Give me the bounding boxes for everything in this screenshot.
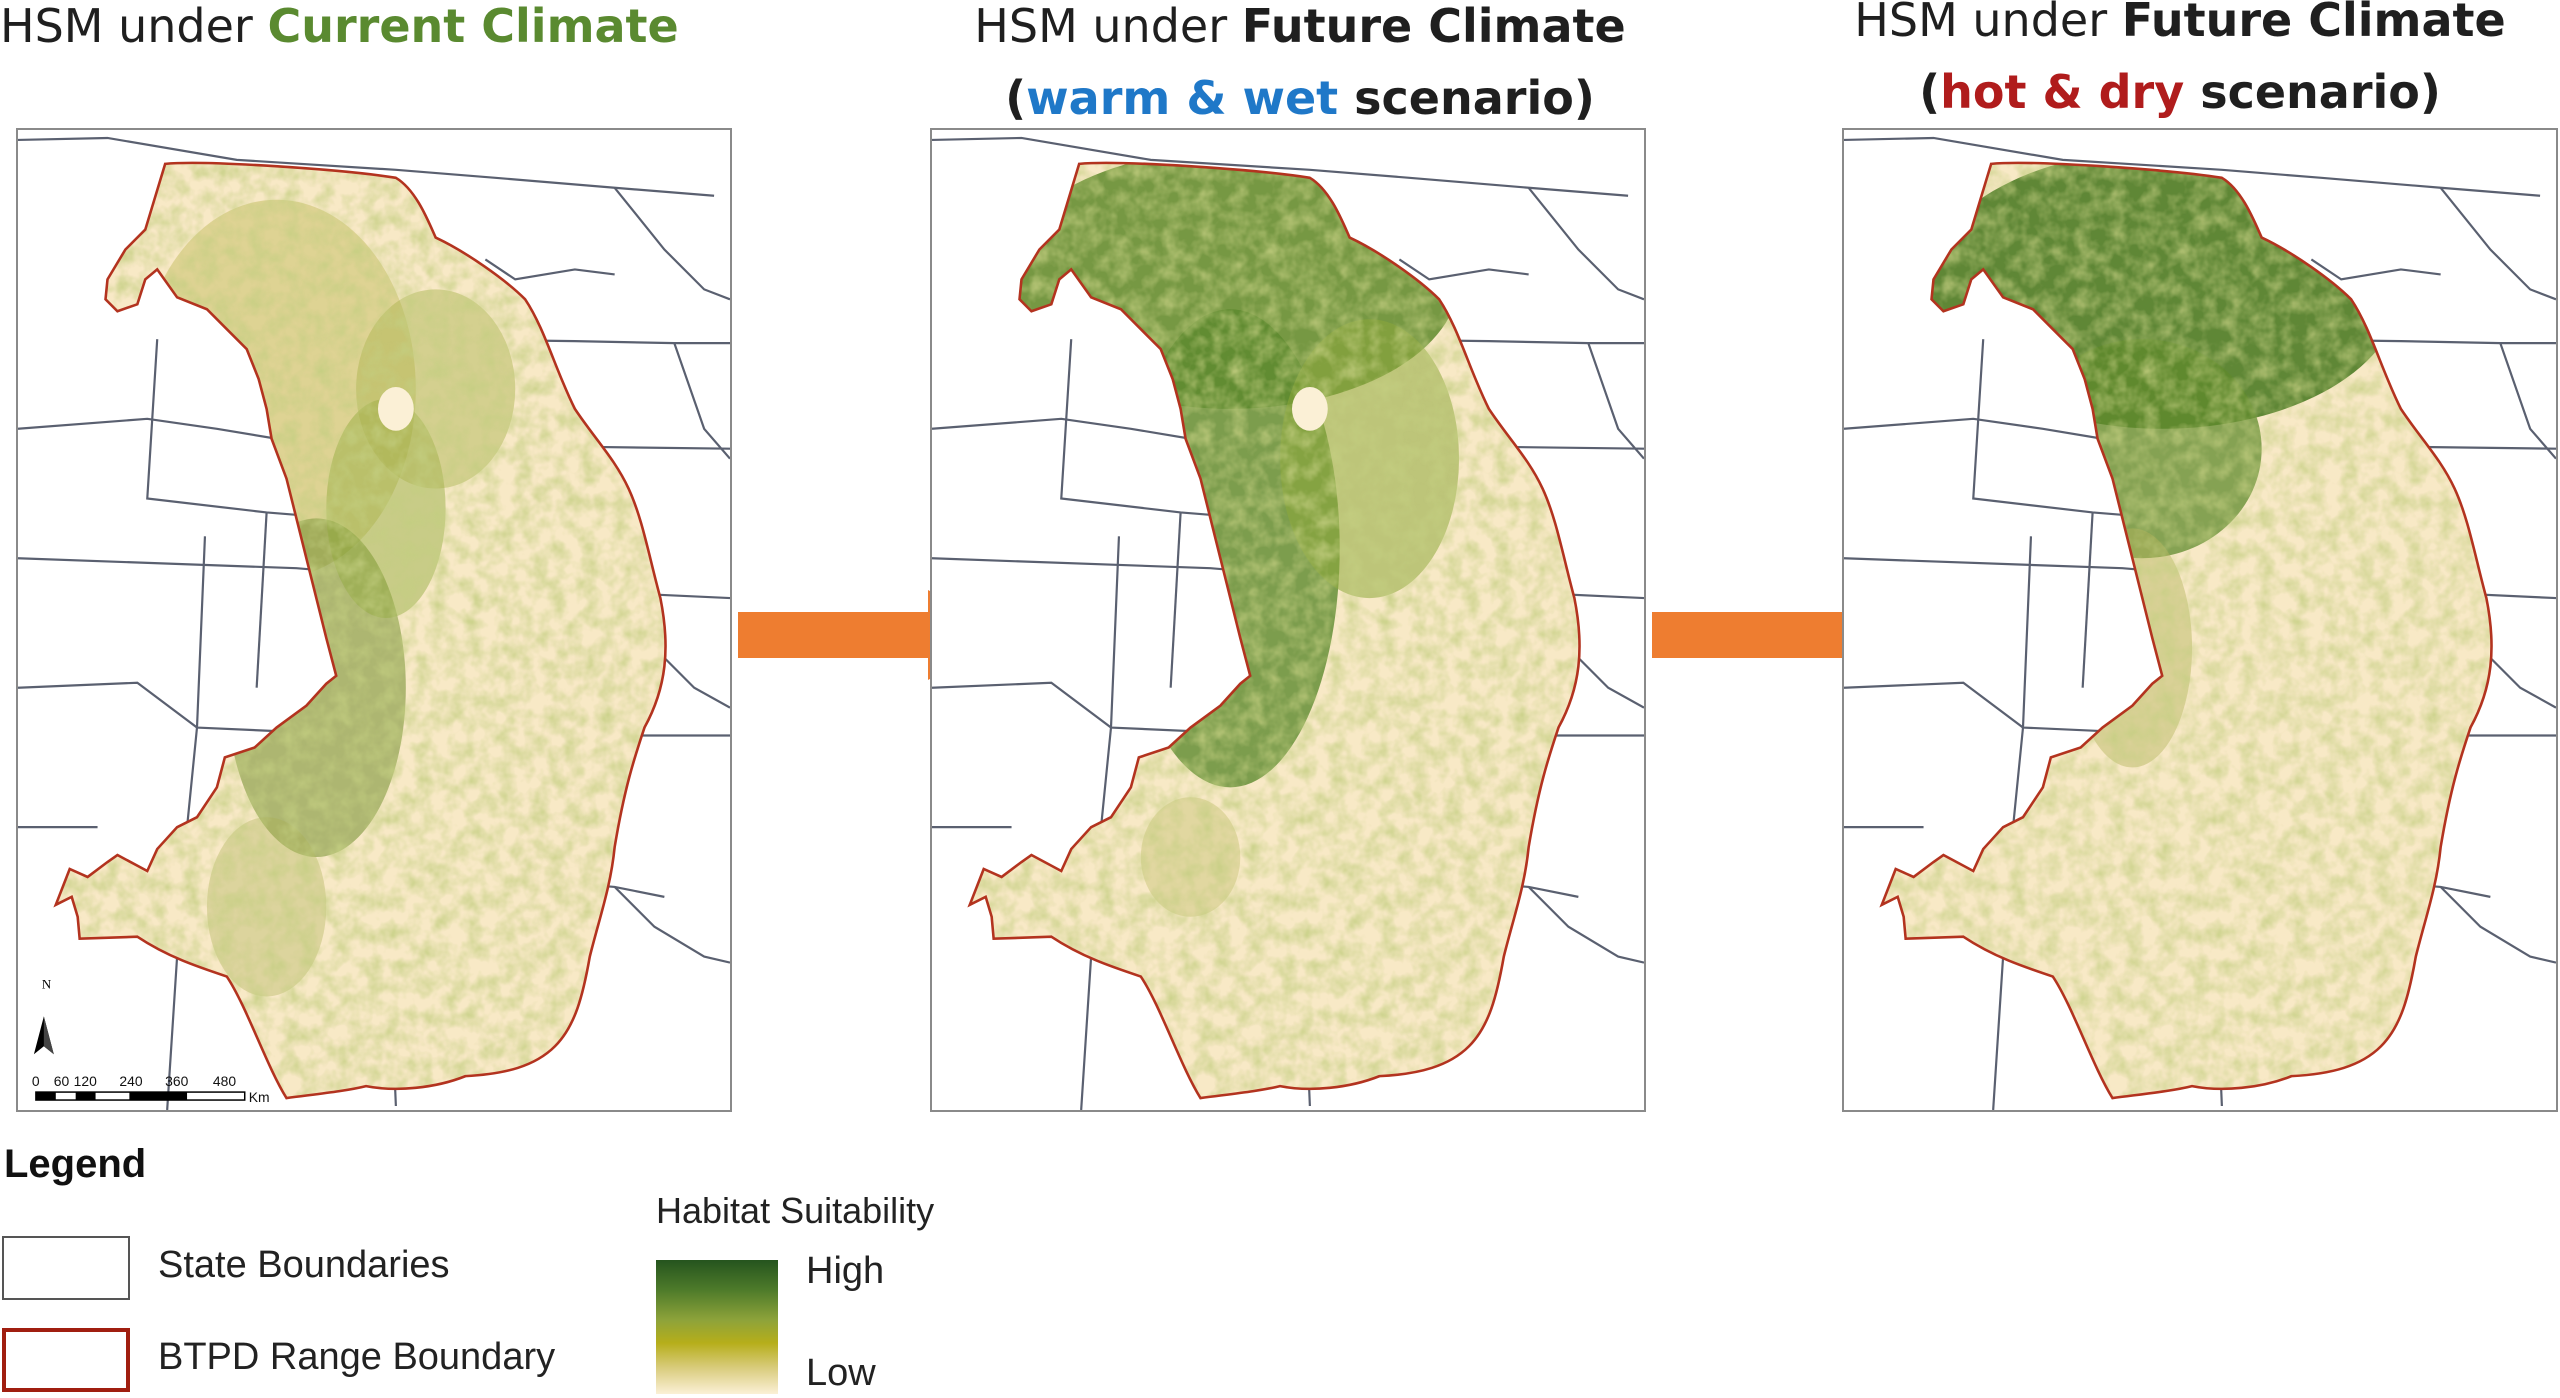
habitat-suitability-layer <box>55 162 666 1099</box>
title-emphasis: Future Climate <box>1241 0 1626 53</box>
scale-tick-label: 0 <box>32 1073 40 1089</box>
scale-tick-label: 360 <box>165 1073 188 1089</box>
scenario-suffix: scenario) <box>1338 71 1595 125</box>
title-prefix: HSM under <box>974 0 1242 53</box>
paren-open: ( <box>1919 65 1941 119</box>
legend-title: Legend <box>4 1142 147 1186</box>
scenario-name: hot & dry <box>1940 65 2185 119</box>
north-label: N <box>42 976 52 991</box>
scale-unit: Km <box>249 1089 270 1105</box>
legend-swatch-state-boundaries <box>2 1236 130 1300</box>
scale-tick-label: 240 <box>119 1073 142 1089</box>
ramp-low-label: Low <box>806 1352 876 1394</box>
title-hot-dry-scenario: HSM under Future Climate (hot & dry scen… <box>1800 0 2560 128</box>
scenario-name: warm & wet <box>1026 71 1339 125</box>
habitat-suitability-title: Habitat Suitability <box>656 1190 935 1231</box>
title-warm-wet-scenario: HSM under Future Climate (warm & wet sce… <box>880 0 1720 134</box>
scenario-suffix: scenario) <box>2184 65 2441 119</box>
title-emphasis: Future Climate <box>2121 0 2506 47</box>
scale-tick-label: 480 <box>213 1073 236 1089</box>
north-arrow-icon <box>33 1016 54 1055</box>
scale-tick-label: 120 <box>74 1073 97 1089</box>
habitat-suitability-ramp <box>656 1260 778 1394</box>
map-panel-warm-wet <box>930 128 1646 1112</box>
legend-label-btpd-range: BTPD Range Boundary <box>158 1336 556 1378</box>
map-current: N 0 60 120 240 360 480 Km <box>18 136 730 1110</box>
map-hot-dry <box>1844 136 2556 1110</box>
habitat-suitability-layer <box>1881 162 2492 1099</box>
legend-swatch-btpd-range <box>2 1328 130 1392</box>
habitat-suitability-layer <box>969 162 1580 1099</box>
map-warm-wet <box>932 136 1644 1110</box>
scale-tick-label: 60 <box>54 1073 70 1089</box>
paren-open: ( <box>1005 71 1027 125</box>
legend-label-state-boundaries: State Boundaries <box>158 1244 450 1286</box>
title-current-climate: HSM under Current Climate <box>0 0 730 62</box>
title-prefix: HSM under <box>1854 0 2122 47</box>
ramp-high-label: High <box>806 1250 885 1292</box>
map-panel-current: N 0 60 120 240 360 480 Km <box>16 128 732 1112</box>
map-panel-hot-dry <box>1842 128 2558 1112</box>
title-prefix: HSM under <box>0 0 268 53</box>
title-emphasis: Current Climate <box>267 0 679 53</box>
scale-bar: 0 60 120 240 360 480 Km <box>32 1073 270 1105</box>
